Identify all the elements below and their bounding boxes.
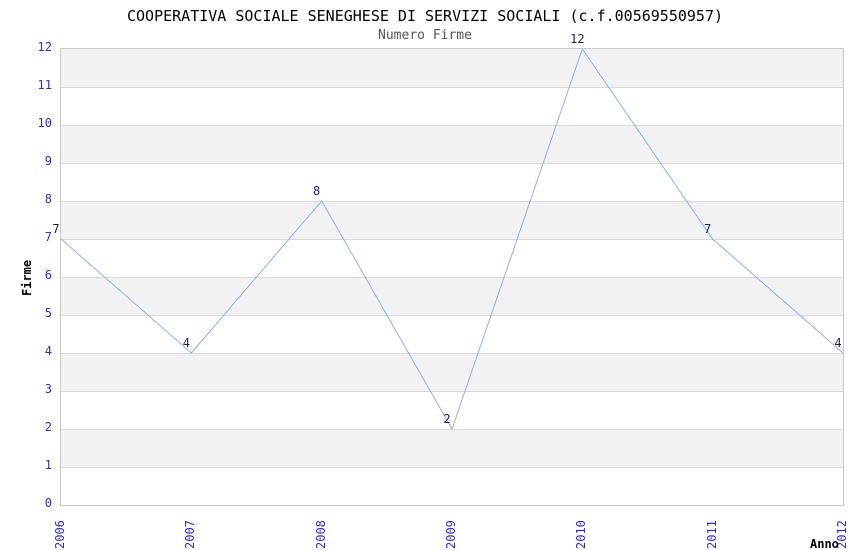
plot-area (60, 47, 844, 506)
data-point-label: 8 (313, 184, 321, 198)
data-point-label: 4 (834, 336, 842, 350)
y-tick-label: 12 (37, 40, 52, 54)
gridline (61, 125, 843, 126)
gridline (61, 87, 843, 88)
y-tick-label: 11 (37, 78, 52, 92)
chart-subtitle: Numero Firme (378, 28, 472, 43)
y-tick-label: 2 (44, 420, 52, 434)
gridline (61, 467, 843, 468)
data-point-label: 12 (570, 32, 585, 46)
grid-band (61, 429, 843, 467)
data-point-label: 7 (704, 222, 712, 236)
gridline (61, 201, 843, 202)
x-tick-label: 2007 (183, 520, 198, 549)
gridline (61, 239, 843, 240)
grid-band (61, 353, 843, 391)
x-tick-label: 2010 (574, 520, 589, 549)
grid-band (61, 277, 843, 315)
y-tick-label: 6 (44, 268, 52, 282)
data-point-label: 2 (443, 412, 451, 426)
x-axis-label: Anno (810, 537, 839, 550)
y-tick-label: 7 (44, 230, 52, 244)
series-line (60, 47, 844, 431)
grid-band (61, 125, 843, 163)
y-tick-label: 1 (44, 458, 52, 472)
gridline (61, 391, 843, 392)
y-tick-label: 5 (44, 306, 52, 320)
series-line-svg (60, 47, 844, 431)
data-point-label: 4 (182, 336, 190, 350)
grid-band (61, 49, 843, 87)
chart-title: COOPERATIVA SOCIALE SENEGHESE DI SERVIZI… (126, 7, 724, 25)
x-tick-label: 2006 (53, 520, 67, 549)
data-point-label: 7 (52, 222, 60, 236)
y-tick-label: 0 (44, 496, 52, 510)
x-tick-label: 2009 (444, 520, 458, 549)
y-tick-label: 4 (44, 344, 52, 358)
gridline (61, 315, 843, 316)
grid-band (61, 201, 843, 239)
gridline (61, 277, 843, 278)
y-tick-label: 10 (37, 116, 52, 130)
x-tick-label: 2008 (313, 520, 328, 549)
y-tick-label: 8 (44, 192, 52, 206)
y-tick-label: 3 (44, 382, 52, 396)
x-tick-label: 2011 (704, 520, 719, 549)
gridline (61, 353, 843, 354)
y-tick-label: 9 (44, 154, 52, 168)
gridline (61, 163, 843, 164)
